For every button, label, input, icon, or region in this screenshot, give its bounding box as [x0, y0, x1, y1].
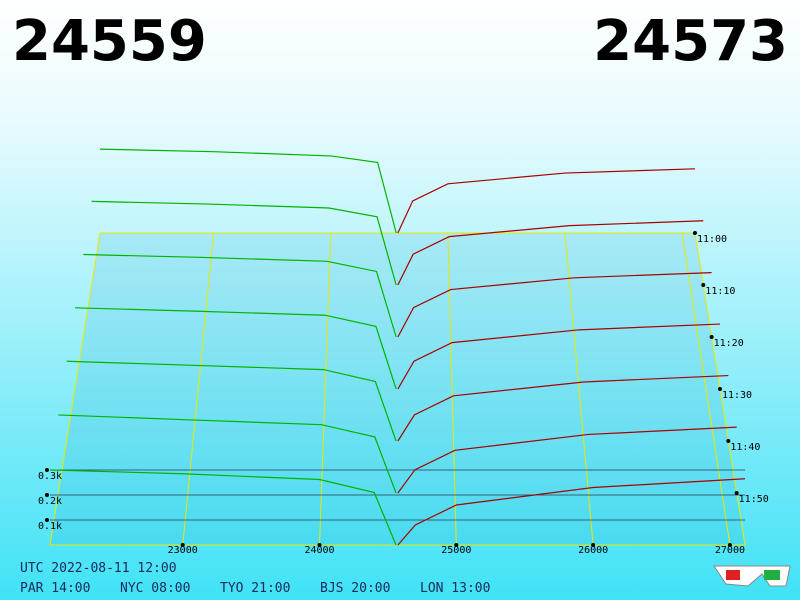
tick-mark [45, 518, 49, 522]
bid-depth-line [49, 469, 397, 546]
tick-mark [591, 543, 596, 547]
tick-mark [726, 439, 731, 443]
bid-depth-line [66, 360, 397, 442]
tick-mark [717, 387, 722, 391]
grid-line [319, 232, 332, 546]
grid-line [182, 232, 215, 546]
ask-depth-line [397, 220, 704, 286]
z-tick-label: 0.3k [38, 471, 62, 482]
ask-depth-line [397, 374, 729, 442]
time-tick-label: 11:00 [697, 234, 727, 245]
grid-line [564, 232, 594, 546]
ask-depth-line [397, 323, 721, 390]
tick-mark [45, 468, 49, 472]
tick-mark [45, 493, 49, 497]
best-bid: 24559 [12, 9, 207, 74]
tick-mark [701, 283, 706, 287]
time-tick-label: 11:20 [714, 338, 744, 349]
ask-depth-line [397, 168, 695, 234]
tick-mark [709, 335, 714, 339]
tick-mark [692, 231, 697, 235]
clock: TYO 21:00 [220, 581, 290, 596]
utc-time: UTC 2022-08-11 12:00 [20, 561, 177, 576]
clock: BJS 20:00 [320, 581, 390, 596]
x-tick-label: 23000 [168, 545, 198, 556]
tick-mark [734, 491, 739, 495]
grid-line [447, 232, 457, 546]
x-tick-label: 26000 [578, 545, 608, 556]
bid-depth-line [58, 414, 397, 494]
floor-frame [49, 232, 746, 546]
glasses-icon [713, 565, 791, 587]
ask-depth-line [397, 271, 712, 338]
bid-depth-line [91, 200, 397, 286]
bid-depth-line [100, 148, 397, 234]
ask-depth-line [397, 426, 737, 494]
time-tick-label: 11:40 [730, 442, 760, 453]
z-tick-label: 0.1k [38, 521, 62, 532]
ask-depth-line [397, 478, 746, 546]
z-tick-label: 0.2k [38, 496, 62, 507]
bid-depth-line [75, 307, 397, 390]
x-tick-label: 25000 [441, 545, 471, 556]
tick-mark [727, 543, 732, 547]
time-tick-label: 11:50 [739, 494, 769, 505]
time-tick-label: 11:30 [722, 390, 752, 401]
tick-mark [180, 543, 185, 547]
tick-mark [317, 543, 322, 547]
best-ask: 24573 [593, 9, 788, 74]
time-tick-label: 11:10 [705, 286, 735, 297]
clock: PAR 14:00 [20, 581, 90, 596]
x-tick-label: 24000 [304, 545, 334, 556]
grid-line [681, 232, 731, 546]
bid-depth-line [83, 253, 397, 338]
clock: NYC 08:00 [120, 581, 190, 596]
x-tick-label: 27000 [715, 545, 745, 556]
tick-mark [454, 543, 459, 547]
clock: LON 13:00 [420, 581, 490, 596]
